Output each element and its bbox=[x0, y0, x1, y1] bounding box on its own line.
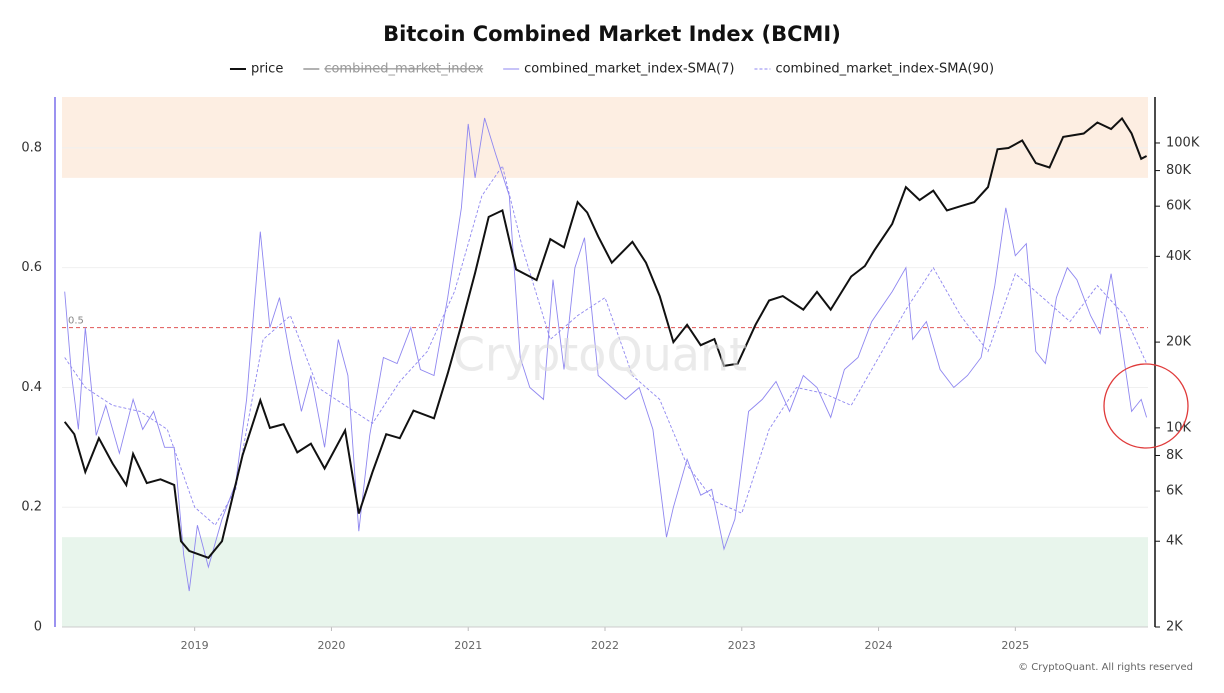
y2-tick-label: 4K bbox=[1166, 534, 1183, 549]
zone-band bbox=[62, 97, 1148, 178]
y-tick-label: 0.2 bbox=[21, 500, 42, 515]
y2-tick-label: 20K bbox=[1166, 335, 1192, 350]
y2-tick-label: 100K bbox=[1166, 135, 1200, 150]
y-tick-label: 0.4 bbox=[21, 380, 42, 395]
x-tick-label: 2020 bbox=[317, 639, 345, 652]
y-tick-label: 0 bbox=[34, 620, 42, 635]
series-line bbox=[64, 117, 1148, 592]
y2-tick-label: 40K bbox=[1166, 249, 1192, 264]
reference-label: 0.5 bbox=[68, 316, 84, 327]
legend-label: combined_market_index-SMA(90) bbox=[775, 62, 994, 77]
legend-label: combined_market_index-SMA(7) bbox=[524, 62, 734, 77]
y2-tick-label: 6K bbox=[1166, 484, 1183, 499]
y-tick-label: 0.6 bbox=[21, 260, 42, 275]
x-tick-label: 2025 bbox=[1001, 639, 1029, 652]
y2-tick-label: 8K bbox=[1166, 448, 1183, 463]
x-tick-label: 2019 bbox=[181, 639, 209, 652]
series-line bbox=[64, 164, 1148, 526]
legend-label[interactable]: combined_market_index bbox=[324, 62, 483, 77]
watermark: CryptoQuant bbox=[453, 328, 747, 382]
highlight-circle bbox=[1103, 363, 1189, 449]
y2-tick-label: 10K bbox=[1166, 420, 1192, 435]
y2-tick-label: 2K bbox=[1166, 620, 1183, 635]
series-line bbox=[63, 116, 1148, 559]
y2-tick-label: 60K bbox=[1166, 199, 1192, 214]
credit: © CryptoQuant. All rights reserved bbox=[1018, 662, 1193, 673]
zone-band bbox=[62, 537, 1148, 627]
x-tick-label: 2021 bbox=[454, 639, 482, 652]
x-tick-label: 2023 bbox=[728, 639, 756, 652]
chart-title: Bitcoin Combined Market Index (BCMI) bbox=[383, 22, 841, 46]
x-tick-label: 2024 bbox=[865, 639, 893, 652]
y-tick-label: 0.8 bbox=[21, 140, 42, 155]
legend-label: price bbox=[251, 62, 283, 77]
y2-tick-label: 80K bbox=[1166, 163, 1192, 178]
x-tick-label: 2022 bbox=[591, 639, 619, 652]
legend: price combined_market_index combined_marke… bbox=[229, 62, 994, 77]
